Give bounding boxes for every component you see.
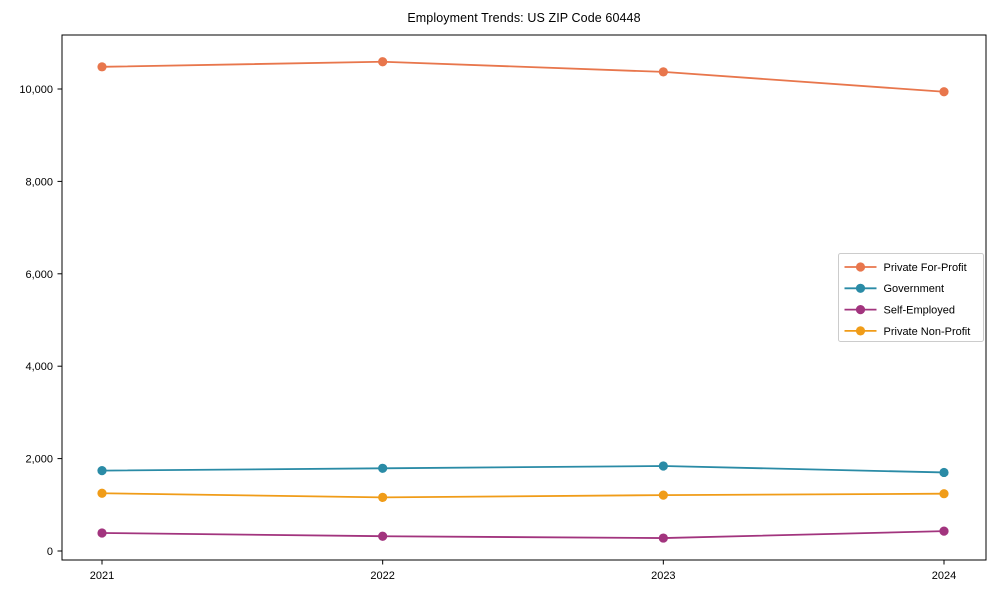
data-point-self-employed	[658, 533, 668, 543]
legend-item: Private For-Profit	[844, 262, 967, 274]
y-tick-label: 6,000	[25, 269, 53, 281]
legend-item: Government	[844, 283, 945, 295]
data-point-government	[939, 467, 949, 478]
y-tick-label: 4,000	[25, 361, 53, 373]
data-point-private-non-profit	[378, 492, 388, 503]
data-point-private-non-profit	[97, 488, 107, 498]
legend-box	[838, 253, 984, 342]
y-tick-label: 10,000	[19, 84, 53, 96]
x-tick-label: 2023	[651, 570, 675, 582]
legend-label: Private Non-Profit	[884, 326, 971, 338]
series-line-private-non-profit	[101, 492, 945, 499]
x-tick-label: 2021	[90, 570, 114, 582]
series-line-private-for-profit	[101, 60, 945, 93]
legend-label: Private For-Profit	[884, 262, 967, 274]
legend: Private For-Profit Government Self-Employe…	[838, 253, 984, 342]
x-tick-label: 2024	[932, 570, 956, 582]
data-point-private-non-profit	[658, 490, 668, 500]
legend-label: Government	[884, 283, 945, 295]
data-point-private-for-profit	[658, 67, 668, 77]
plot-frame	[61, 34, 987, 561]
data-point-private-for-profit	[97, 62, 107, 72]
data-point-private-non-profit	[939, 489, 949, 499]
legend-marker-icon	[855, 283, 866, 293]
y-tick-label: 0	[47, 546, 53, 558]
legend-marker-icon	[855, 326, 866, 336]
data-point-government	[97, 466, 107, 476]
legend-marker-icon	[855, 305, 866, 315]
y-tick-label: 2,000	[25, 454, 53, 466]
series-line-government	[101, 465, 945, 474]
data-point-self-employed	[378, 531, 388, 541]
data-point-government	[658, 461, 668, 471]
y-tick-label: 8,000	[25, 176, 53, 188]
x-tick-label: 2022	[370, 570, 394, 582]
data-point-self-employed	[97, 528, 107, 538]
legend-marker-icon	[855, 262, 866, 272]
legend-item: Self-Employed	[844, 305, 956, 317]
data-point-government	[378, 463, 388, 473]
data-point-private-for-profit	[378, 57, 388, 67]
chart-title: Employment Trends: US ZIP Code 60448	[407, 11, 641, 25]
legend-label: Self-Employed	[884, 305, 956, 317]
series-line-self-employed	[101, 530, 945, 539]
data-point-private-for-profit	[939, 87, 949, 97]
data-point-self-employed	[939, 526, 949, 536]
legend-item: Private Non-Profit	[844, 326, 971, 338]
